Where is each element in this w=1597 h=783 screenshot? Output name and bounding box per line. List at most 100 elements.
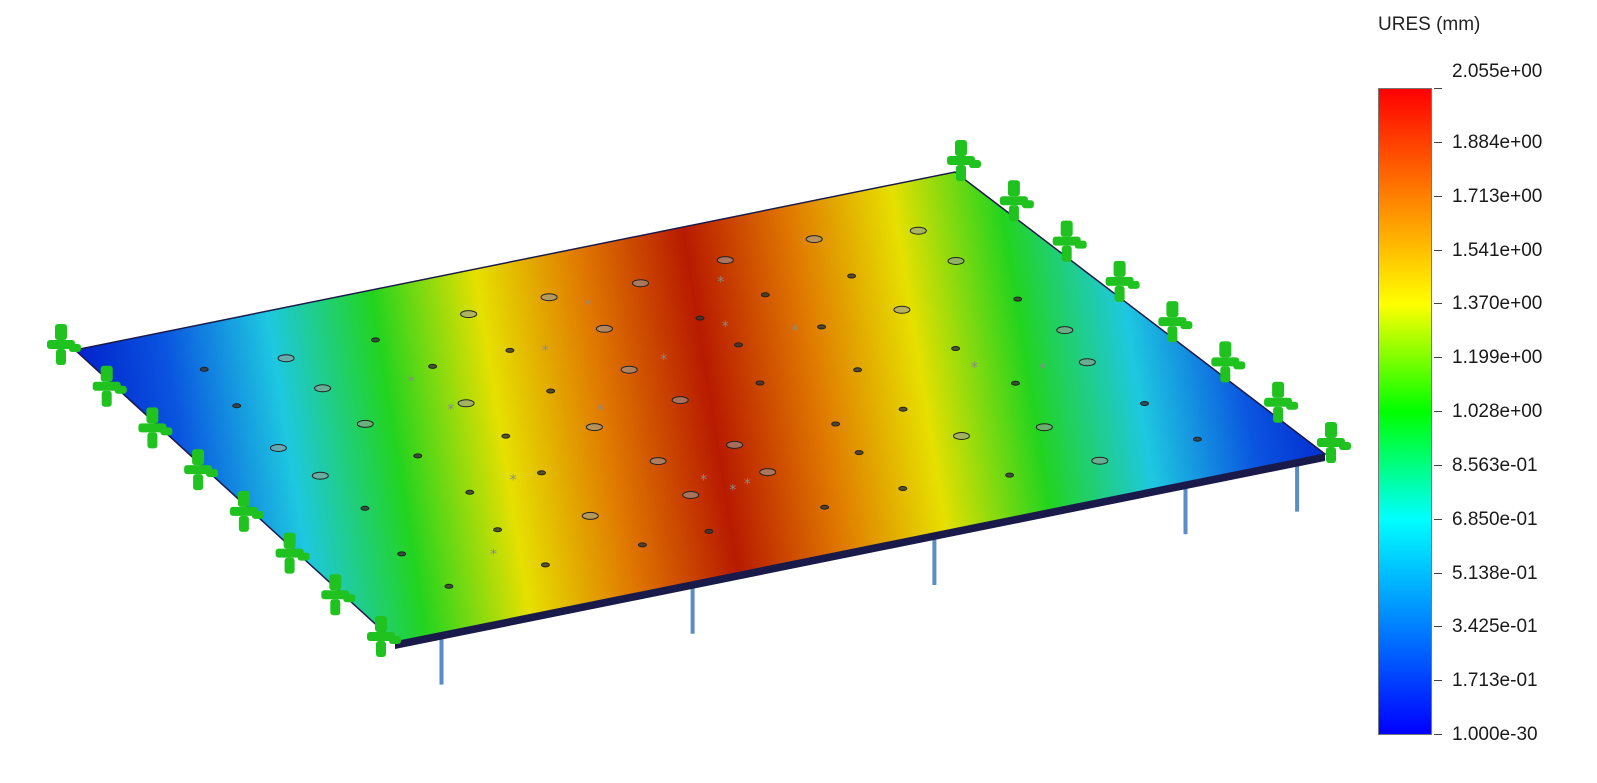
- connector-marker: *: [1039, 361, 1046, 377]
- hole-marker: [817, 324, 827, 330]
- fixture-icon: [1052, 220, 1087, 262]
- connector-marker: *: [722, 319, 729, 335]
- legend-tick: [1434, 141, 1442, 143]
- legend-label: 1.000e-30: [1452, 724, 1538, 745]
- legend-tick: [1434, 249, 1442, 251]
- hole-marker: [620, 365, 638, 374]
- fixture-icon: [47, 324, 81, 365]
- hole-marker: [1140, 401, 1149, 406]
- hole-marker: [682, 491, 700, 499]
- connector-marker: *: [447, 402, 454, 418]
- legend-tick: [1434, 303, 1442, 305]
- hole-marker: [493, 527, 503, 533]
- support-posts: [439, 463, 1300, 685]
- hole-marker: [540, 293, 558, 302]
- hole-marker: [759, 468, 777, 477]
- hole-marker: [854, 450, 864, 456]
- connector-marker: *: [408, 374, 415, 390]
- hole-marker: [909, 226, 927, 235]
- hole-marker: [501, 433, 511, 439]
- fixture-icon: [1105, 260, 1140, 302]
- fixture-icon: [92, 365, 127, 407]
- connector-marker: *: [584, 297, 591, 313]
- hole-marker: [537, 470, 546, 476]
- legend-tick: [1434, 734, 1442, 735]
- legend-label: 6.850e-01: [1452, 508, 1538, 530]
- hole-marker: [505, 347, 515, 353]
- connector-marker: *: [791, 323, 798, 339]
- legend-label: 1.713e+00: [1452, 185, 1543, 207]
- hole-marker: [232, 403, 242, 409]
- fixture-icon: [947, 140, 981, 181]
- connector-marker: *: [660, 352, 667, 368]
- legend-label: 1.884e+00: [1452, 131, 1543, 153]
- fixture-icon: [999, 180, 1034, 222]
- hole-marker: [649, 457, 667, 466]
- legend-label: 2.055e+00: [1452, 61, 1543, 82]
- hole-marker: [947, 257, 965, 265]
- legend-label: 1.713e-01: [1452, 670, 1538, 692]
- plate-side-edge: [395, 454, 1325, 649]
- connector-marker: *: [971, 360, 978, 376]
- hole-marker: [457, 399, 475, 408]
- fixture-icon: [1158, 301, 1193, 343]
- hole-marker: [671, 396, 689, 405]
- hole-marker: [695, 315, 705, 321]
- hole-marker: [1192, 436, 1202, 442]
- fixture-icon: [275, 532, 310, 574]
- hole-marker: [595, 324, 613, 333]
- hole-marker: [360, 505, 370, 511]
- hole-marker: [898, 406, 908, 412]
- hole-marker: [953, 432, 970, 440]
- legend-tick: [1434, 357, 1442, 359]
- legend-tick: [1434, 572, 1442, 574]
- hole-marker: [540, 562, 550, 568]
- legend-label: 1.541e+00: [1452, 239, 1543, 261]
- connector-marker: *: [490, 547, 497, 563]
- hole-marker: [716, 256, 734, 265]
- hole-marker: [428, 363, 438, 369]
- plate-holes: * * * * * * * * * * * * * * * *: [199, 226, 1202, 589]
- hole-marker: [805, 235, 823, 244]
- hole-marker: [465, 489, 475, 495]
- legend-tick: [1434, 411, 1442, 412]
- hole-marker: [820, 504, 830, 510]
- fixture-icon: [1317, 422, 1351, 463]
- legend-label: 8.563e-01: [1452, 454, 1538, 476]
- legend-label: 1.370e+00: [1452, 293, 1543, 315]
- connector-marker: *: [542, 343, 549, 359]
- displacement-plate[interactable]: [73, 171, 1327, 643]
- hole-marker: [460, 310, 478, 319]
- hole-marker: [898, 486, 908, 491]
- legend-tick: [1434, 464, 1442, 466]
- hole-marker: [269, 444, 287, 452]
- connector-marker: *: [744, 477, 751, 493]
- fixture-icon: [367, 616, 401, 657]
- hole-marker: [444, 583, 454, 589]
- fixture-icon: [1211, 341, 1246, 383]
- legend-label: 1.028e+00: [1452, 401, 1543, 422]
- hole-marker: [585, 423, 603, 432]
- legend-tick: [1434, 626, 1442, 628]
- legend-label: 5.138e-01: [1452, 562, 1538, 584]
- hole-marker: [314, 384, 332, 393]
- legend-tick: [1434, 88, 1442, 89]
- hole-marker: [1013, 296, 1023, 302]
- hole-marker: [1056, 326, 1074, 335]
- hole-marker: [1078, 358, 1096, 367]
- legend-tick: [1434, 518, 1442, 520]
- hole-marker: [893, 305, 911, 314]
- hole-marker: [1011, 380, 1020, 386]
- hole-marker: [853, 367, 863, 373]
- legend-label: 1.199e+00: [1452, 347, 1543, 369]
- connector-marker: *: [597, 403, 604, 419]
- hole-marker: [370, 337, 380, 343]
- hole-marker: [760, 292, 770, 298]
- legend-tick: [1434, 195, 1442, 197]
- hole-marker: [581, 511, 599, 520]
- hole-marker: [356, 419, 374, 428]
- fixture-icon: [1264, 381, 1299, 423]
- fixed-geometry-markers: [47, 140, 1351, 657]
- hole-marker: [951, 346, 961, 351]
